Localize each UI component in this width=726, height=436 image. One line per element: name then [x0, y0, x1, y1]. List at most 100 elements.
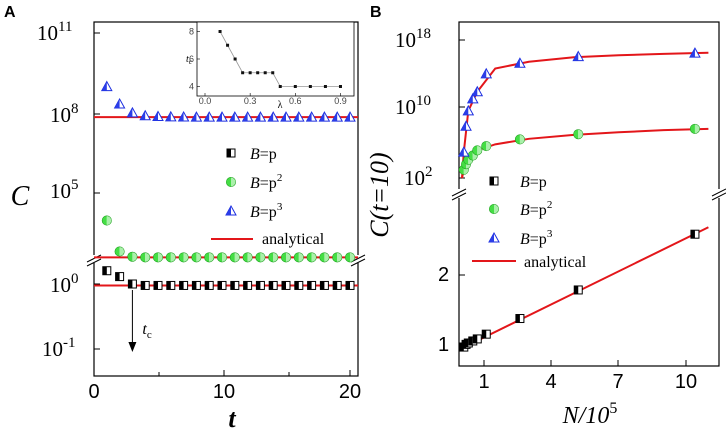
inset-point-3 [241, 71, 245, 75]
panel-b-frame [458, 21, 720, 367]
a-point-bp2-11 [242, 252, 253, 263]
inset-point-0 [218, 30, 222, 33]
a-point-bp2-18 [332, 252, 343, 263]
a-point-bp2-12 [255, 252, 266, 263]
b-point-bp2-4 [472, 145, 483, 156]
inset-frame [196, 21, 355, 97]
b-xtick-1: 1 [478, 371, 489, 393]
b-point-bp-5 [481, 329, 491, 339]
a-point-bp3-16 [305, 111, 318, 122]
a-ylabel: C [11, 181, 30, 212]
a-point-bp2-5 [165, 252, 176, 263]
a-legend-label-analytical: analytical [262, 231, 325, 248]
a-point-bp3-12 [254, 111, 267, 122]
a-point-bp-16 [307, 280, 317, 290]
b-legend-marker-bp2 [489, 204, 499, 214]
a-point-bp3-2 [126, 106, 139, 118]
a-ytick-1e5: 105 [50, 177, 79, 203]
inset-point-8 [278, 85, 282, 88]
b-point-bp3-0 [457, 146, 470, 157]
b-point-bp2-5 [481, 141, 492, 152]
tc-annotation: tc [128, 290, 152, 352]
b-point-bp2-6 [514, 134, 525, 145]
a-point-bp2-1 [114, 246, 125, 257]
b-point-bp-4 [472, 334, 482, 344]
a-point-bp-11 [243, 280, 253, 290]
a-point-bp3-7 [190, 111, 203, 122]
a-point-bp2-0 [101, 215, 112, 226]
inset-point-5 [256, 71, 260, 75]
a-point-bp-3 [140, 280, 150, 290]
inset-xtick-2: 0.6 [289, 96, 302, 106]
inset-point-2 [233, 57, 237, 61]
b-point-bp3-8 [689, 47, 701, 58]
panel-b: 1018 1010 102 2 1 1 4 7 10 N/105 C(t=10) [365, 21, 726, 429]
panel-label-a: A [4, 4, 16, 21]
inset-xlabel: λ [278, 100, 283, 111]
a-point-bp3-1 [113, 97, 126, 109]
b-ytick-2: 2 [438, 264, 449, 286]
a-point-bp-8 [204, 280, 214, 290]
b-ytick-1e10: 1010 [395, 93, 431, 119]
a-point-bp-13 [268, 280, 278, 290]
b-point-bp3-4 [471, 85, 484, 97]
b-point-bp-8 [690, 229, 700, 239]
a-point-bp2-8 [204, 252, 215, 263]
inset-point-6 [263, 71, 267, 75]
a-ytick-1e-1: 10-1 [42, 335, 76, 361]
inset-point-4 [248, 71, 252, 75]
b-legend-marker-bp [489, 176, 499, 186]
panel-label-b: B [370, 4, 382, 21]
b-legend-label-bp2: B=p2 [520, 199, 552, 219]
a-point-bp3-14 [280, 111, 292, 122]
b-xtick-10: 10 [675, 371, 697, 393]
a-point-bp3-0 [100, 80, 113, 92]
a-xticks [93, 370, 351, 376]
b-xtick-4: 4 [545, 371, 556, 393]
b-point-bp2-7 [573, 129, 584, 140]
a-legend-marker-bp2 [226, 177, 236, 187]
b-ytick-1e2: 102 [404, 164, 433, 190]
inset-xtick-0: 0.0 [199, 96, 212, 106]
b-series [457, 47, 701, 352]
b-legend-label-analytical: analytical [524, 254, 587, 271]
a-point-bp2-7 [191, 252, 202, 263]
a-legend-label-bp3: B=p3 [250, 201, 283, 221]
a-point-bp2-17 [319, 252, 330, 263]
a-point-bp-0 [102, 266, 112, 276]
a-xtick-0: 0 [88, 381, 99, 403]
a-point-bp2-3 [140, 252, 151, 263]
a-point-bp2-16 [306, 252, 317, 263]
b-legend-marker-bp3 [488, 231, 500, 243]
a-xlabel: t [228, 404, 236, 433]
a-point-bp-9 [217, 280, 227, 290]
b-xlabel: N/105 [562, 400, 618, 429]
a-legend-label-bp2: B=p2 [250, 172, 282, 192]
a-point-bp-12 [255, 280, 265, 290]
a-point-bp3-17 [318, 111, 331, 122]
inset-xtick-1: 0.3 [244, 96, 257, 106]
a-point-bp3-15 [292, 111, 305, 122]
panel-a: 1011 108 105 100 10-1 0 10 20 t C [11, 19, 366, 433]
inset-ytick-2: 8 [189, 27, 194, 37]
b-analytical-bp3 [461, 51, 709, 179]
inset-ytick-1: 6 [189, 54, 194, 64]
a-ytick-1e0: 100 [50, 271, 79, 297]
a-ytick-1e8: 108 [50, 101, 79, 127]
b-point-bp-7 [573, 285, 583, 295]
a-point-bp3-18 [331, 111, 344, 122]
a-point-bp2-15 [293, 252, 304, 263]
b-ylabel: C(t=10) [365, 152, 394, 237]
panel-b-axis-break [451, 188, 726, 201]
a-point-bp2-10 [229, 252, 240, 263]
b-ytick-1: 1 [438, 334, 449, 356]
a-point-bp2-2 [127, 251, 138, 262]
b-analytical-lines [461, 51, 709, 349]
inset-ytick-0: 4 [189, 82, 194, 92]
a-point-bp-6 [179, 280, 189, 290]
b-point-bp2-8 [689, 123, 700, 134]
b-legend-label-bp3: B=p3 [520, 228, 553, 248]
inset-xtick-3: 0.9 [334, 96, 347, 106]
inset-point-1 [226, 43, 230, 47]
